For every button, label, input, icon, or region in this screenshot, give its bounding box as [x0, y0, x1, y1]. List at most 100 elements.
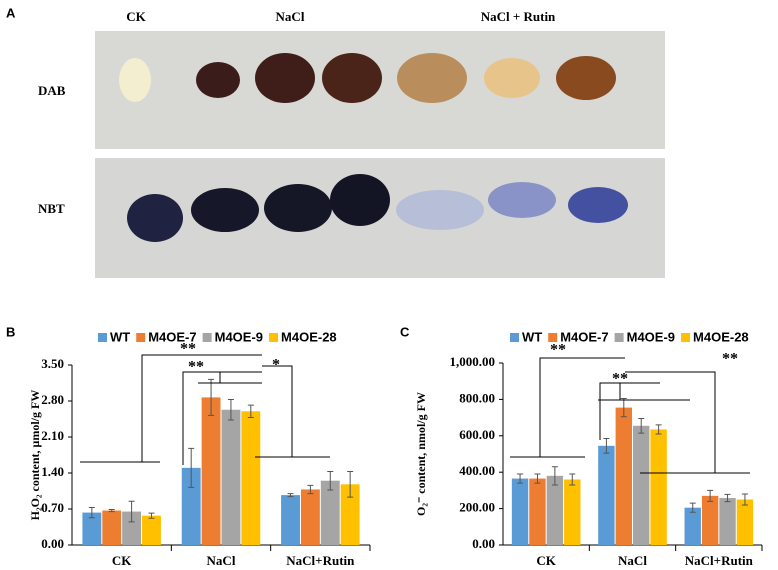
bar	[511, 478, 529, 545]
significance-label: **	[188, 359, 204, 376]
significance-bracket	[80, 354, 262, 463]
legend-swatch	[681, 333, 691, 342]
panel-label: C	[400, 324, 410, 339]
error-bar	[327, 470, 334, 491]
error-bar	[655, 424, 662, 435]
panel-label: B	[6, 324, 15, 339]
y-tick-label: 0.00	[472, 536, 495, 551]
x-tick-label: NaCl+Rutin	[286, 553, 355, 568]
legend-swatch	[98, 333, 107, 342]
significance-label: **	[550, 342, 566, 359]
bar	[615, 407, 632, 545]
y-tick-label: 2.10	[41, 428, 64, 443]
bar	[300, 489, 320, 545]
bar	[719, 498, 736, 545]
y-axis-label: H₂O₂ content, μmol/g FW	[28, 390, 42, 521]
error-bar	[724, 493, 731, 503]
x-tick-label: NaCl+Rutin	[685, 553, 754, 568]
x-tick-label: NaCl	[618, 553, 647, 568]
column-label: NaCl	[276, 9, 305, 24]
error-bar	[569, 473, 576, 486]
bar	[102, 510, 122, 545]
error-bar	[689, 502, 696, 513]
error-bar	[188, 447, 195, 488]
error-bar	[741, 493, 748, 506]
y-tick-label: 3.50	[41, 356, 64, 371]
bar	[181, 467, 201, 545]
error-bar	[148, 512, 155, 519]
bar	[564, 479, 581, 545]
bar	[633, 425, 650, 545]
legend-swatch	[548, 333, 558, 342]
significance-label: **	[612, 371, 628, 388]
bar	[201, 397, 221, 545]
row-label: DAB	[38, 83, 66, 98]
error-bar	[551, 466, 558, 486]
legend-label: M4OE-7	[560, 329, 608, 344]
error-bar	[247, 404, 254, 418]
bar	[529, 478, 546, 545]
bar	[122, 511, 142, 545]
significance-label: *	[272, 357, 280, 374]
significance-bracket	[255, 365, 330, 458]
x-tick-label: CK	[536, 553, 556, 568]
bar	[142, 515, 161, 545]
legend-swatch	[269, 333, 279, 342]
legend-label: WT	[110, 329, 130, 344]
error-bar	[88, 506, 95, 519]
y-axis-label: O₂⁻ content, nmol/g FW	[414, 392, 428, 516]
error-bar	[603, 438, 610, 454]
bar	[340, 484, 360, 545]
bar	[320, 480, 340, 545]
error-bar	[108, 509, 115, 513]
bar	[598, 445, 615, 545]
bar	[221, 409, 241, 545]
legend-label: WT	[522, 329, 542, 344]
error-bar	[128, 500, 135, 523]
error-bar	[227, 398, 234, 421]
bar	[546, 475, 564, 545]
significance-bracket	[625, 371, 750, 474]
x-tick-label: NaCl	[207, 553, 236, 568]
legend-swatch	[614, 333, 624, 342]
y-tick-label: 400.00	[459, 463, 495, 478]
significance-bracket	[510, 357, 625, 458]
y-tick-label: 1,000.00	[450, 354, 496, 369]
column-label: NaCl + Rutin	[481, 9, 556, 24]
y-tick-label: 0.00	[41, 536, 64, 551]
legend-swatch	[136, 333, 146, 342]
legend-label: M4OE-7	[148, 329, 196, 344]
bar	[701, 495, 719, 545]
error-bar	[347, 470, 354, 498]
error-bar	[208, 378, 215, 416]
error-bar	[307, 484, 314, 495]
error-bar	[707, 489, 714, 502]
column-label: CK	[126, 9, 146, 24]
photo	[95, 31, 665, 278]
y-tick-label: 800.00	[459, 390, 495, 405]
row-label: NBT	[38, 201, 65, 216]
y-tick-label: 1.40	[41, 464, 64, 479]
legend-swatch	[510, 333, 519, 342]
significance-label: **	[722, 351, 738, 368]
bar	[281, 495, 300, 545]
y-tick-label: 200.00	[459, 500, 495, 515]
bar	[736, 499, 754, 545]
legend-label: M4OE-9	[215, 329, 263, 344]
legend-swatch	[202, 333, 212, 342]
legend-label: M4OE-28	[281, 329, 337, 344]
bar	[650, 429, 667, 545]
error-bar	[534, 473, 541, 484]
y-tick-label: 2.80	[41, 392, 64, 407]
y-tick-label: 600.00	[459, 427, 495, 442]
bar	[684, 507, 701, 545]
legend-label: M4OE-9	[627, 329, 675, 344]
significance-bracket	[598, 382, 690, 440]
panel-label: A	[6, 5, 16, 20]
y-tick-label: 0.70	[41, 500, 64, 515]
error-bar	[287, 493, 294, 498]
bar	[241, 411, 261, 545]
error-bar	[638, 418, 645, 434]
bar	[82, 512, 102, 545]
